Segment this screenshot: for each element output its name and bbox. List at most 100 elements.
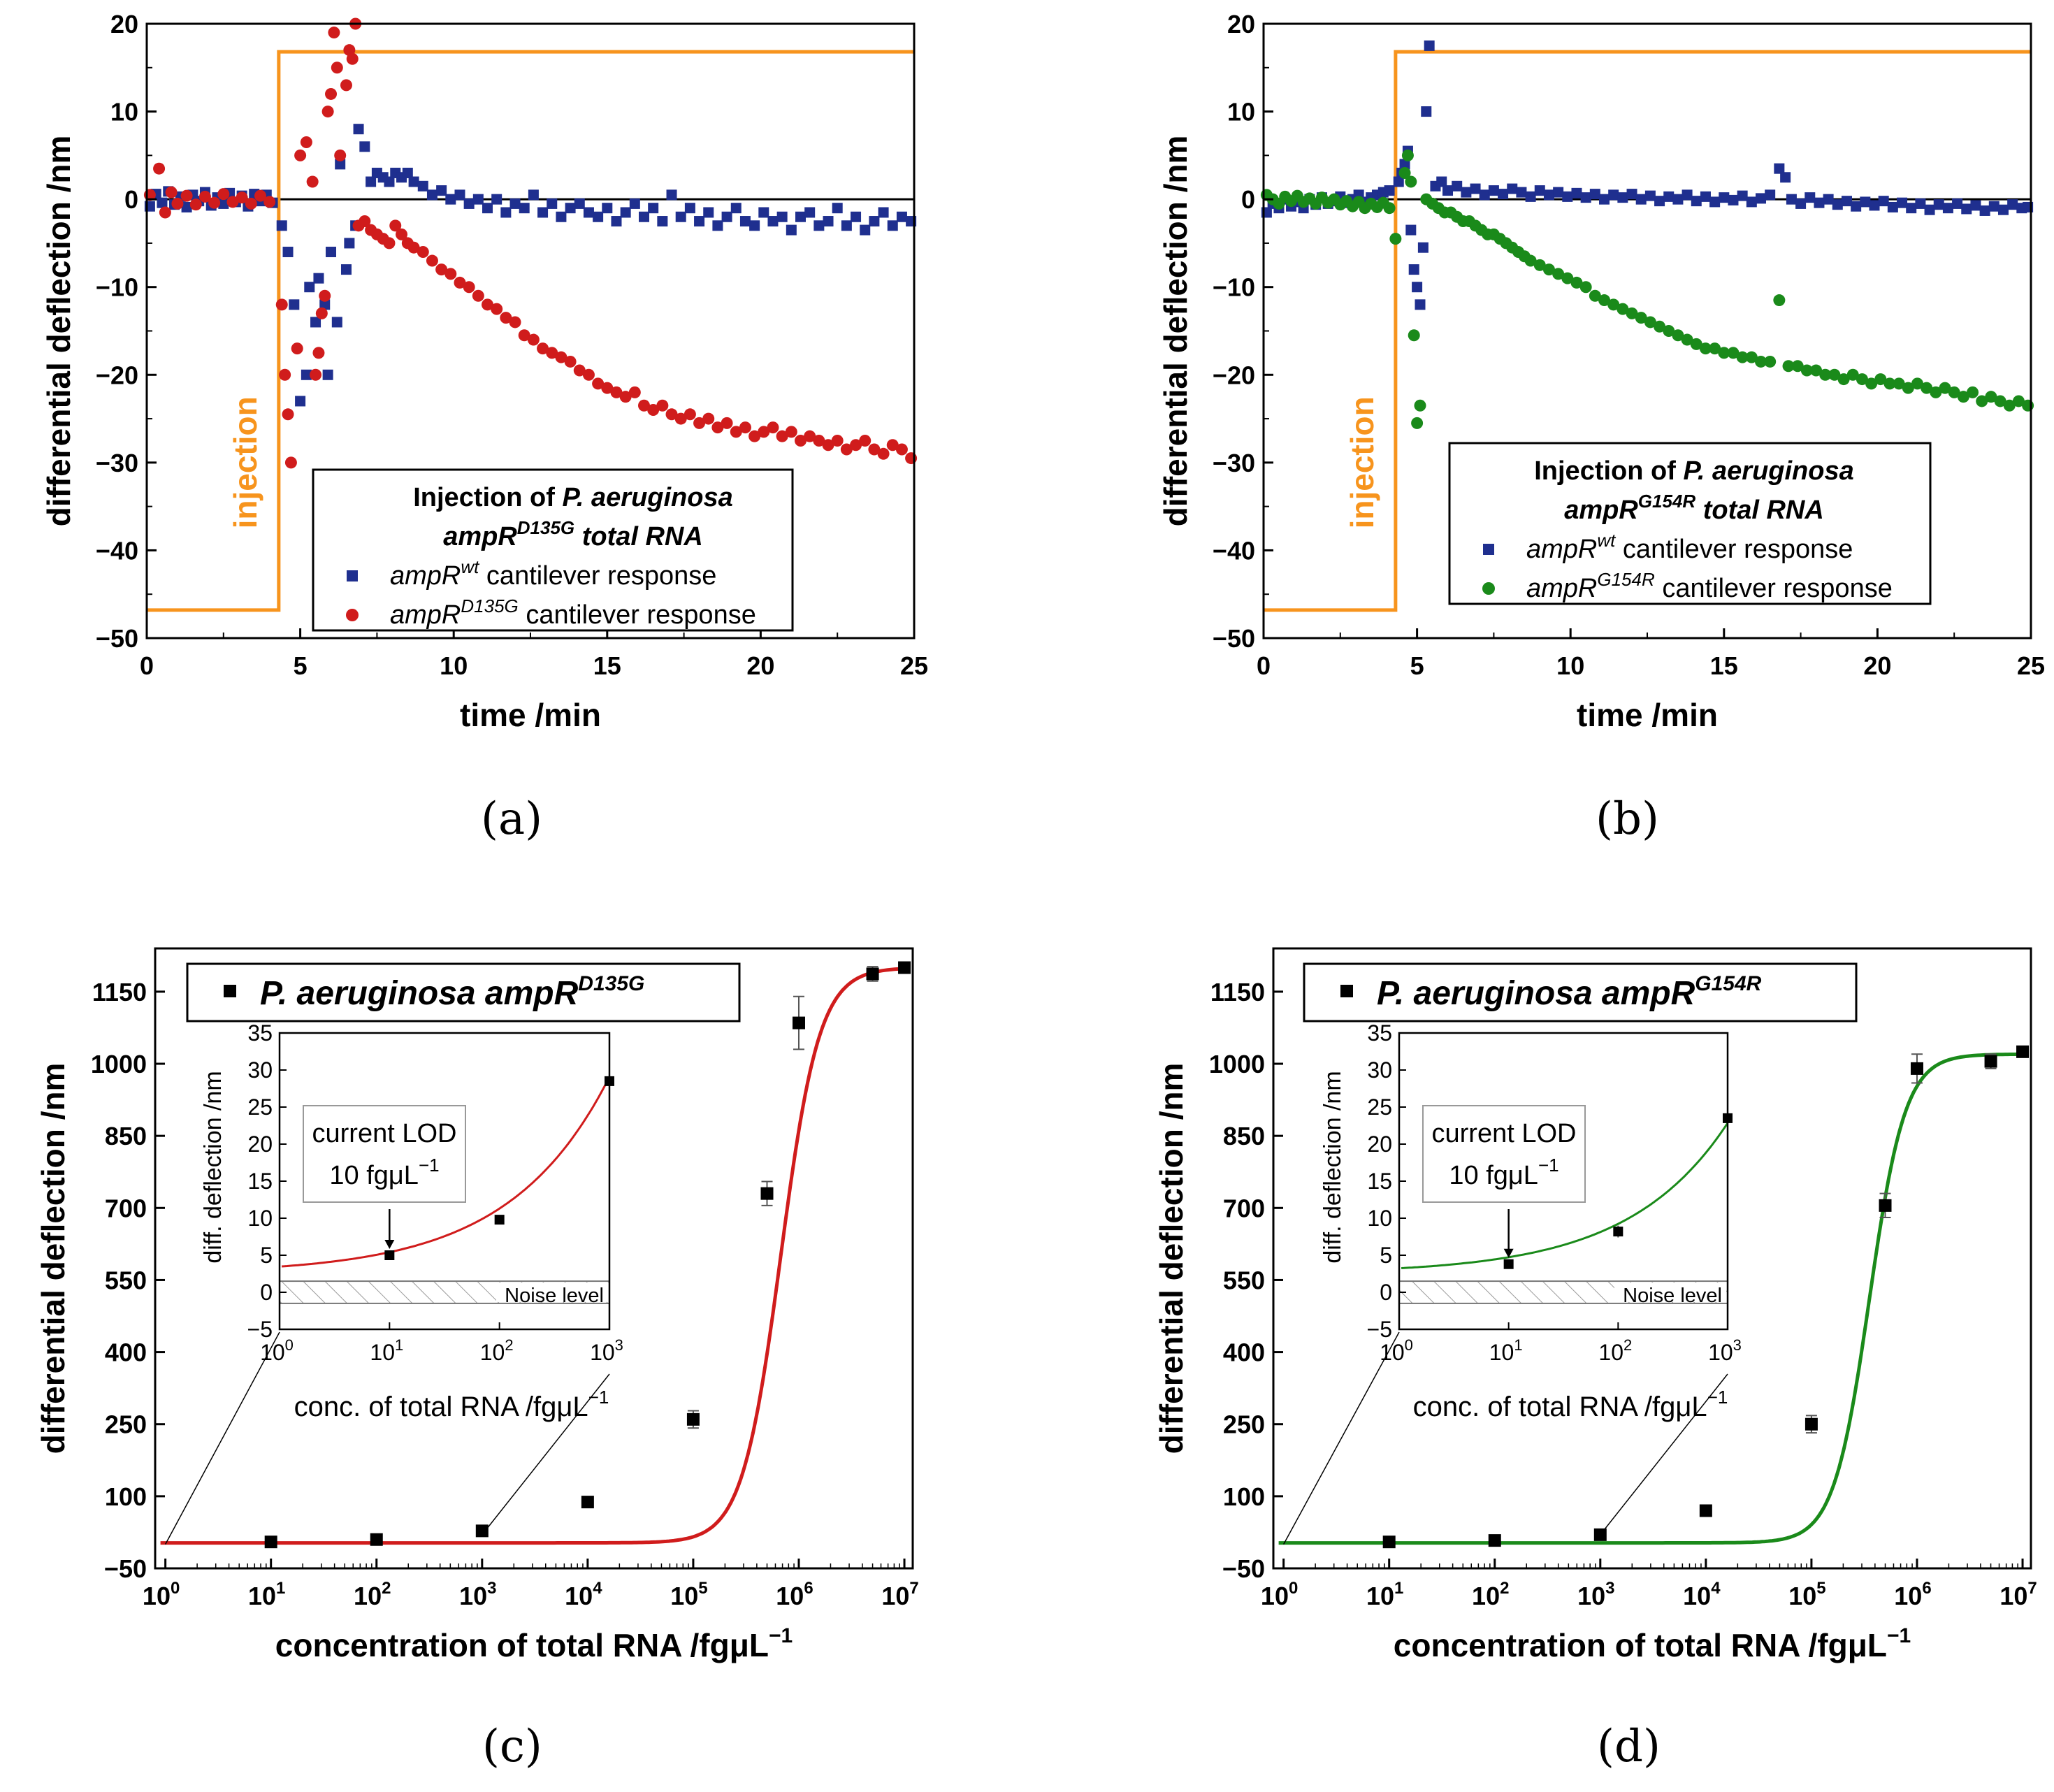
data-point [310, 317, 321, 328]
legend-marker [1483, 544, 1494, 555]
y-tick-label: 700 [1223, 1194, 1265, 1222]
inset-x-axis-title: conc. of total RNA /fgμL−1 [294, 1387, 609, 1422]
data-point [1635, 194, 1647, 205]
data-point [1663, 191, 1675, 202]
data-point [482, 298, 494, 311]
data-point [674, 412, 687, 425]
data-point [1626, 307, 1638, 319]
data-point [463, 198, 475, 209]
data-point [236, 192, 248, 204]
data-point [245, 197, 257, 210]
data-point [1994, 395, 2006, 407]
data-point [1846, 368, 1859, 381]
data-point [887, 220, 898, 231]
data-point [366, 176, 377, 187]
data-point [868, 443, 881, 456]
x-tick-label: 105 [670, 1579, 707, 1610]
data-point [1957, 391, 1969, 403]
data-point [666, 189, 677, 201]
x-tick-label: 103 [459, 1579, 496, 1610]
inset-y-tick-label: 10 [1367, 1206, 1392, 1231]
x-tick-label: 100 [1261, 1579, 1298, 1610]
data-point [877, 447, 890, 460]
data-point [157, 197, 168, 208]
plot-frame [154, 947, 914, 1570]
data-point [1865, 377, 1878, 390]
data-point [1589, 289, 1601, 302]
data-point [547, 198, 558, 209]
data-point [310, 368, 322, 381]
data-point [346, 52, 359, 65]
inset-y-tick-label: 10 [247, 1206, 273, 1231]
data-point [319, 289, 331, 302]
y-tick-label: 20 [1227, 10, 1255, 38]
data-point [1718, 347, 1730, 359]
data-point [321, 106, 334, 118]
data-point [1988, 201, 1999, 212]
data-point [334, 149, 347, 161]
y-tick-label: 250 [105, 1410, 147, 1439]
injection-label: injection [227, 396, 263, 528]
data-point [1589, 189, 1600, 200]
inset-data-point [1503, 1259, 1514, 1269]
legend-label: P. aeruginosa ampRD135G [260, 972, 644, 1012]
data-point [1607, 298, 1620, 311]
data-point [1764, 355, 1777, 368]
inset-y-tick-label: 5 [1380, 1243, 1392, 1268]
data-point [1663, 325, 1675, 337]
y-tick-label: 10 [110, 98, 138, 127]
fit-curve [1278, 1052, 2023, 1545]
data-point [1874, 373, 1887, 386]
data-point [454, 276, 466, 289]
data-point [1997, 204, 2009, 215]
data-point [1902, 382, 1914, 394]
data-point [1786, 194, 1797, 205]
inset-x-tick-label: 101 [1489, 1336, 1523, 1365]
data-point [694, 216, 705, 227]
data-point [686, 1412, 700, 1426]
data-point [703, 207, 714, 218]
data-point [1699, 1504, 1712, 1517]
data-point [264, 1536, 277, 1549]
data-point [217, 188, 230, 201]
data-point [1924, 204, 1935, 215]
data-point [1691, 196, 1702, 207]
data-point [1869, 200, 1880, 211]
inset-x-tick-label: 103 [1708, 1336, 1742, 1365]
data-point [527, 333, 540, 346]
data-point [1856, 373, 1868, 386]
x-tick-label: 103 [1577, 1579, 1614, 1610]
data-point [1644, 316, 1656, 328]
data-point [1393, 176, 1404, 187]
injection-label: injection [1344, 396, 1380, 528]
data-point [831, 434, 844, 447]
series-0 [144, 124, 917, 407]
data-point [748, 430, 761, 442]
x-tick-label: 102 [354, 1579, 391, 1610]
data-point [475, 1524, 489, 1538]
data-point [767, 421, 779, 434]
x-tick-label: 106 [776, 1579, 813, 1610]
y-tick-label: 0 [124, 185, 138, 214]
data-point [426, 254, 438, 267]
data-point [1897, 197, 1908, 208]
data-point [1525, 191, 1536, 202]
legend-marker [1482, 582, 1495, 595]
data-point [1383, 202, 1396, 215]
data-point [1488, 185, 1499, 196]
data-point [500, 207, 512, 218]
x-tick-label: 107 [881, 1579, 918, 1610]
inset-y-tick-label: 15 [247, 1169, 273, 1194]
panel-label-d: (d) [1597, 1721, 1661, 1772]
legend: P. aeruginosa ampRD135G [186, 962, 741, 1023]
data-point [340, 264, 352, 275]
legend-entry-0: ampRwt cantilever response [1526, 530, 1853, 564]
data-point [1841, 196, 1852, 207]
data-point [1384, 185, 1395, 196]
data-point [491, 194, 502, 205]
data-point [776, 430, 788, 442]
y-tick-label: 700 [105, 1194, 147, 1222]
y-tick-label: 1000 [91, 1050, 147, 1078]
data-point [556, 211, 567, 222]
